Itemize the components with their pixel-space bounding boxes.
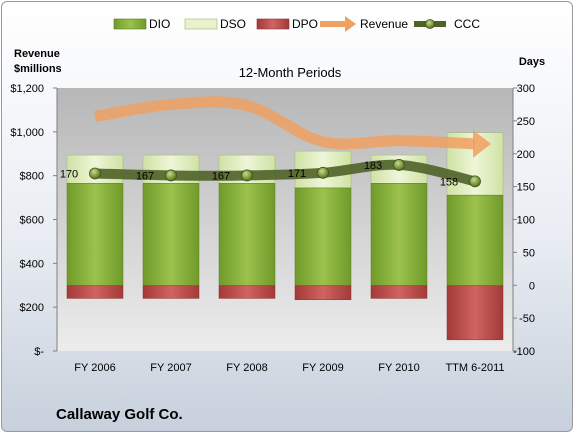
dpo-bar [142, 285, 200, 299]
ccc-point [469, 175, 481, 188]
legend-swatch-dso [184, 18, 218, 30]
left-axis-label-line2: $millions [14, 63, 62, 75]
dpo-bar [370, 285, 428, 299]
dio-bar [446, 194, 504, 286]
left-tick-label: $800 [20, 171, 44, 183]
x-tick-label: FY 2010 [378, 362, 419, 374]
left-tick-label: $1,000 [10, 127, 44, 139]
right-tick-label: 50 [523, 247, 535, 259]
dio-bar [294, 187, 352, 286]
legend-marker-ccc [425, 19, 435, 29]
dio-bar [142, 183, 200, 286]
ccc-point [393, 159, 405, 171]
dio-bar [370, 183, 428, 286]
ccc-data-label: 167 [136, 170, 154, 182]
dpo-bar [66, 285, 124, 299]
legend: DIO DSO DPO Revenue CCC [113, 16, 480, 32]
chart-title: 12-Month Periods [239, 65, 342, 80]
revenue-arrowhead [473, 129, 491, 158]
x-tick-label: FY 2006 [74, 362, 115, 374]
ccc-point [317, 166, 329, 179]
legend-label-dpo: DPO [292, 17, 318, 31]
x-tick-label: FY 2009 [302, 362, 343, 374]
dpo-bar [294, 285, 352, 300]
right-tick-label: 300 [517, 83, 535, 95]
right-tick-label: 250 [517, 116, 535, 128]
legend-label-dio: DIO [149, 17, 170, 31]
right-tick-label: -100 [513, 346, 535, 358]
x-tick-label: FY 2008 [226, 362, 267, 374]
dpo-bar [218, 285, 276, 299]
x-tick-label: FY 2007 [150, 362, 191, 374]
ccc-line [94, 159, 477, 187]
ccc-point [165, 169, 177, 182]
x-tick-label: TTM 6-2011 [445, 362, 504, 374]
dio-bar [66, 183, 124, 286]
legend-arrow-revenue [345, 16, 356, 32]
company-name: Callaway Golf Co. [56, 406, 183, 423]
ccc-series: 170 167 167 171 183 158 [60, 159, 481, 188]
ccc-point [89, 167, 101, 180]
legend-swatch-dpo [256, 18, 290, 30]
left-axis: $- $200 $400 $600 $800 $1,000 $1,200 [10, 83, 58, 358]
ccc-data-label: 167 [212, 170, 230, 182]
left-tick-label: $1,200 [10, 83, 44, 95]
ccc-data-label: 183 [364, 160, 382, 172]
right-tick-label: 0 [529, 280, 535, 292]
legend-label-ccc: CCC [454, 17, 480, 31]
left-tick-label: $600 [20, 215, 44, 227]
legend-label-revenue: Revenue [360, 17, 408, 31]
left-tick-label: $400 [20, 258, 44, 270]
right-tick-label: 100 [517, 215, 535, 227]
legend-label-dso: DSO [220, 17, 246, 31]
left-axis-label-line1: Revenue [14, 48, 60, 60]
right-axis-label: Days [519, 56, 545, 68]
x-axis: FY 2006 FY 2007 FY 2008 FY 2009 FY 2010 TTM 6… [74, 362, 504, 374]
dpo-bar [446, 285, 504, 341]
ccc-data-label: 171 [288, 168, 306, 180]
ccc-point [241, 169, 253, 182]
left-tick-label: $- [34, 346, 44, 358]
right-tick-label: 150 [517, 182, 535, 194]
ccc-data-label: 158 [440, 176, 458, 188]
right-tick-label: 200 [517, 149, 535, 161]
revenue-line [94, 96, 476, 150]
legend-swatch-dio [113, 18, 147, 30]
right-tick-label: -50 [519, 313, 535, 325]
left-tick-label: $200 [20, 302, 44, 314]
right-axis: -100 -50 0 50 100 150 200 250 300 [512, 83, 535, 358]
revenue-series [94, 96, 491, 158]
dio-bar [218, 183, 276, 286]
ccc-data-label: 170 [60, 168, 78, 180]
plot-area [57, 88, 513, 351]
